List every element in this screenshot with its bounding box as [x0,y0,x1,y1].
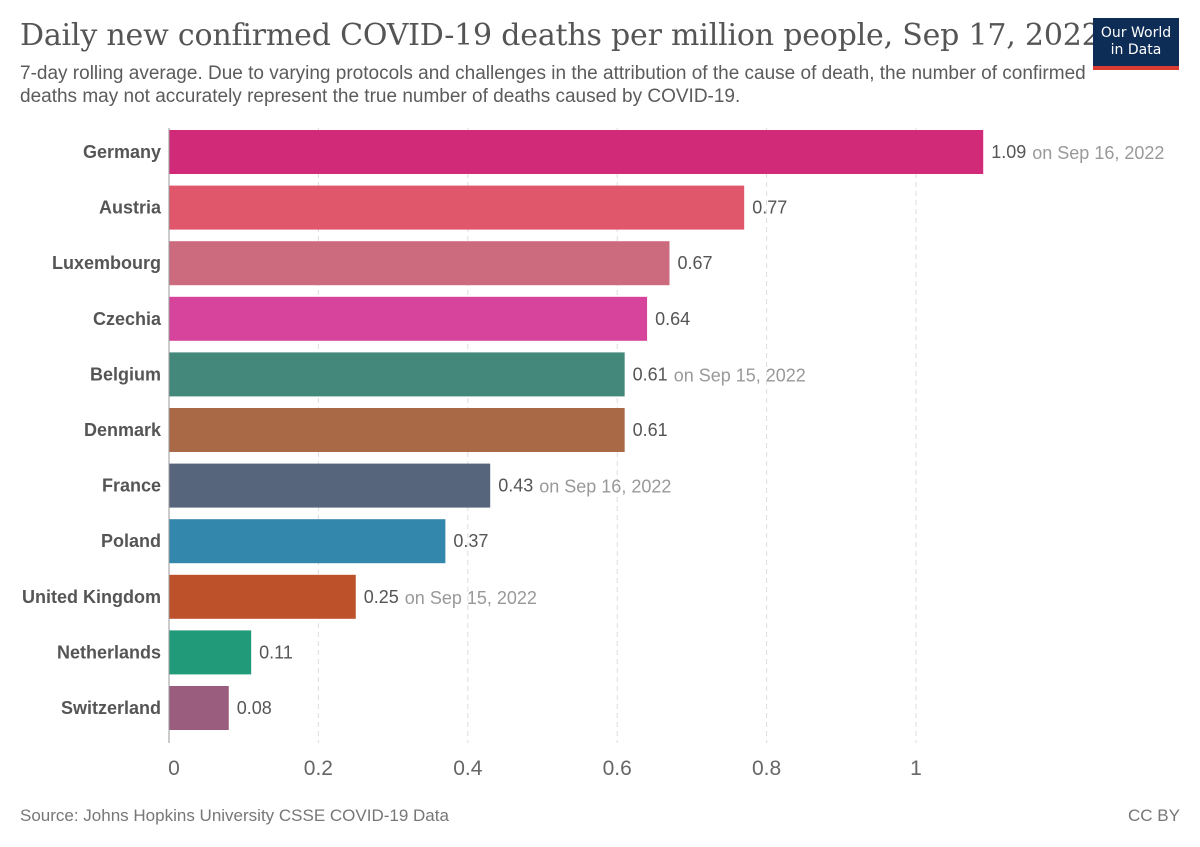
bar [169,574,356,619]
value-label: 0.37 [453,531,488,551]
date-note: on Sep 15, 2022 [674,365,806,385]
chart-title: Daily new confirmed COVID-19 deaths per … [20,18,1101,53]
bar [169,130,984,174]
x-tick-label: 0.8 [752,757,781,780]
source-note[interactable]: Source: Johns Hopkins University CSSE CO… [20,806,449,825]
category-label: United Kingdom [22,587,161,607]
x-tick-label: 1 [910,757,922,780]
owid-logo[interactable]: Our World in Data [1093,18,1179,70]
value-label: 1.09 [991,142,1026,162]
value-label: 0.08 [237,698,272,718]
value-label: 0.61 [633,420,668,440]
bar [169,241,670,286]
value-label: 0.43 [498,476,533,496]
value-label: 0.67 [677,253,712,273]
logo-line-2: in Data [1110,42,1162,58]
value-label: 0.61 [633,364,668,384]
category-label: Switzerland [61,698,161,718]
bar [169,296,648,341]
x-tick-label: 0.2 [304,757,333,780]
date-note: on Sep 15, 2022 [405,588,537,608]
bar [169,408,625,452]
category-label: Poland [101,531,161,551]
x-tick-label: 0.4 [453,757,483,780]
category-label: Luxembourg [52,253,161,273]
bar [169,686,229,730]
category-label: Germany [83,142,161,162]
bar [169,185,745,230]
value-label: 0.64 [655,309,690,329]
x-tick-label: 0 [168,757,180,780]
category-label: Netherlands [57,642,161,662]
date-note: on Sep 16, 2022 [1032,143,1164,163]
chart-subtitle: 7-day rolling average. Due to varying pr… [20,63,1086,107]
bar [169,352,625,397]
logo-line-1: Our World [1100,25,1172,41]
category-label: France [102,476,161,496]
license-label[interactable]: CC BY [1128,806,1180,825]
category-label: Denmark [84,420,162,440]
x-tick-label: 0.6 [603,757,632,780]
bar [169,463,491,508]
category-label: Austria [99,198,162,218]
category-label: Belgium [90,364,161,384]
value-label: 0.25 [364,587,399,607]
value-label: 0.77 [752,198,787,218]
category-label: Czechia [93,309,162,329]
bar [169,630,252,675]
value-label: 0.11 [259,642,293,662]
date-note: on Sep 16, 2022 [539,477,671,497]
bar [169,519,446,564]
